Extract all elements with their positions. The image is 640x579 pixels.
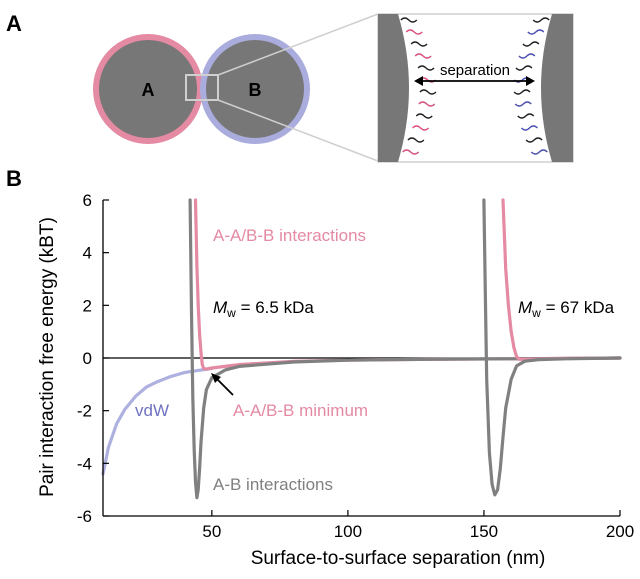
axes (102, 199, 621, 517)
particle-b-label: B (249, 80, 262, 100)
annotation-ab-interactions: A-B interactions (213, 475, 333, 494)
minimum-pointer-arrow-head (211, 373, 221, 383)
y-tick-label: 0 (83, 349, 92, 368)
mw-low-value: = 6.5 kDa (236, 298, 315, 317)
x-tick-label: 50 (202, 522, 221, 541)
x-tick-label: 100 (334, 522, 362, 541)
y-tick-label: 2 (83, 296, 92, 315)
series-line-aa-high (501, 198, 622, 361)
polymer-chain (522, 41, 540, 47)
zoom-line-top (217, 13, 379, 76)
polymer-chain (517, 113, 535, 119)
polymer-chain (521, 125, 538, 131)
polymer-chain (532, 17, 550, 23)
separation-arrow-head-left (414, 76, 423, 86)
inset-surface-left (378, 14, 409, 162)
polymer-chain (405, 29, 423, 35)
annotation-aa-interactions: A-A/B-B interactions (213, 226, 366, 245)
polymer-chain (417, 65, 435, 71)
polymer-chain (525, 137, 543, 143)
series-line-ab-low (188, 198, 622, 500)
polymer-chain (527, 29, 545, 35)
polymer-chain (418, 101, 436, 107)
separation-arrow-head-right (526, 76, 535, 86)
panel-a-label: A (6, 11, 22, 36)
mw-low-symbol: M (213, 298, 228, 317)
y-tick-label: 6 (83, 191, 92, 210)
mw-high-subscript: w (531, 306, 541, 320)
zoom-inset: separation (377, 13, 574, 163)
y-tick-label: -6 (77, 507, 92, 526)
annotation-vdw: vdW (135, 401, 169, 420)
x-tick-label: 150 (470, 522, 498, 541)
polymer-chain (402, 149, 420, 155)
polymer-chain (410, 41, 428, 47)
inset-frame (377, 13, 574, 163)
zoom-region-box (185, 74, 219, 101)
polymer-chain (414, 53, 432, 59)
series-line-vdw (101, 366, 214, 476)
polymer-chain (514, 101, 532, 107)
x-tick-label: 200 (606, 522, 634, 541)
particle-b: B (200, 34, 310, 144)
series-line-ab-high (482, 198, 622, 497)
x-axis-label: Surface-to-surface separation (nm) (251, 548, 546, 569)
annotation-mw-low: Mw = 6.5 kDa (213, 298, 314, 320)
y-axis-label: Pair interaction free energy (kBT) (37, 217, 58, 497)
inset-surface-right (541, 14, 573, 162)
tick-labels: -6 -4 -2 0 2 4 6 50 100 150 200 (77, 191, 634, 541)
separation-label: separation (440, 62, 510, 79)
polymer-chain (419, 89, 437, 95)
polymer-chain (412, 125, 429, 131)
y-tick-label: 4 (83, 244, 92, 263)
mw-high-symbol: M (518, 298, 533, 317)
mw-low-subscript: w (226, 306, 236, 320)
y-tick-label: -2 (77, 402, 92, 421)
polymer-chain (407, 137, 425, 143)
particle-a: A (93, 34, 203, 144)
annotation-aa-minimum: A-A/B-B minimum (233, 401, 368, 420)
mw-high-value: = 67 kDa (541, 298, 615, 317)
polymer-chain (400, 17, 418, 23)
y-tick-label: -4 (77, 454, 92, 473)
particle-a-label: A (142, 80, 155, 100)
series-group (101, 198, 622, 500)
polymer-chain (530, 149, 548, 155)
polymer-chain (515, 65, 533, 71)
polymer-chain (513, 89, 531, 95)
annotation-mw-high: Mw = 67 kDa (518, 298, 615, 320)
polymer-chain (415, 113, 433, 119)
zoom-line-bottom (217, 99, 379, 162)
polymer-chain (518, 53, 536, 59)
panel-b-label: B (6, 166, 22, 191)
plot-area: -6 -4 -2 0 2 4 6 50 100 150 200 (77, 191, 634, 541)
